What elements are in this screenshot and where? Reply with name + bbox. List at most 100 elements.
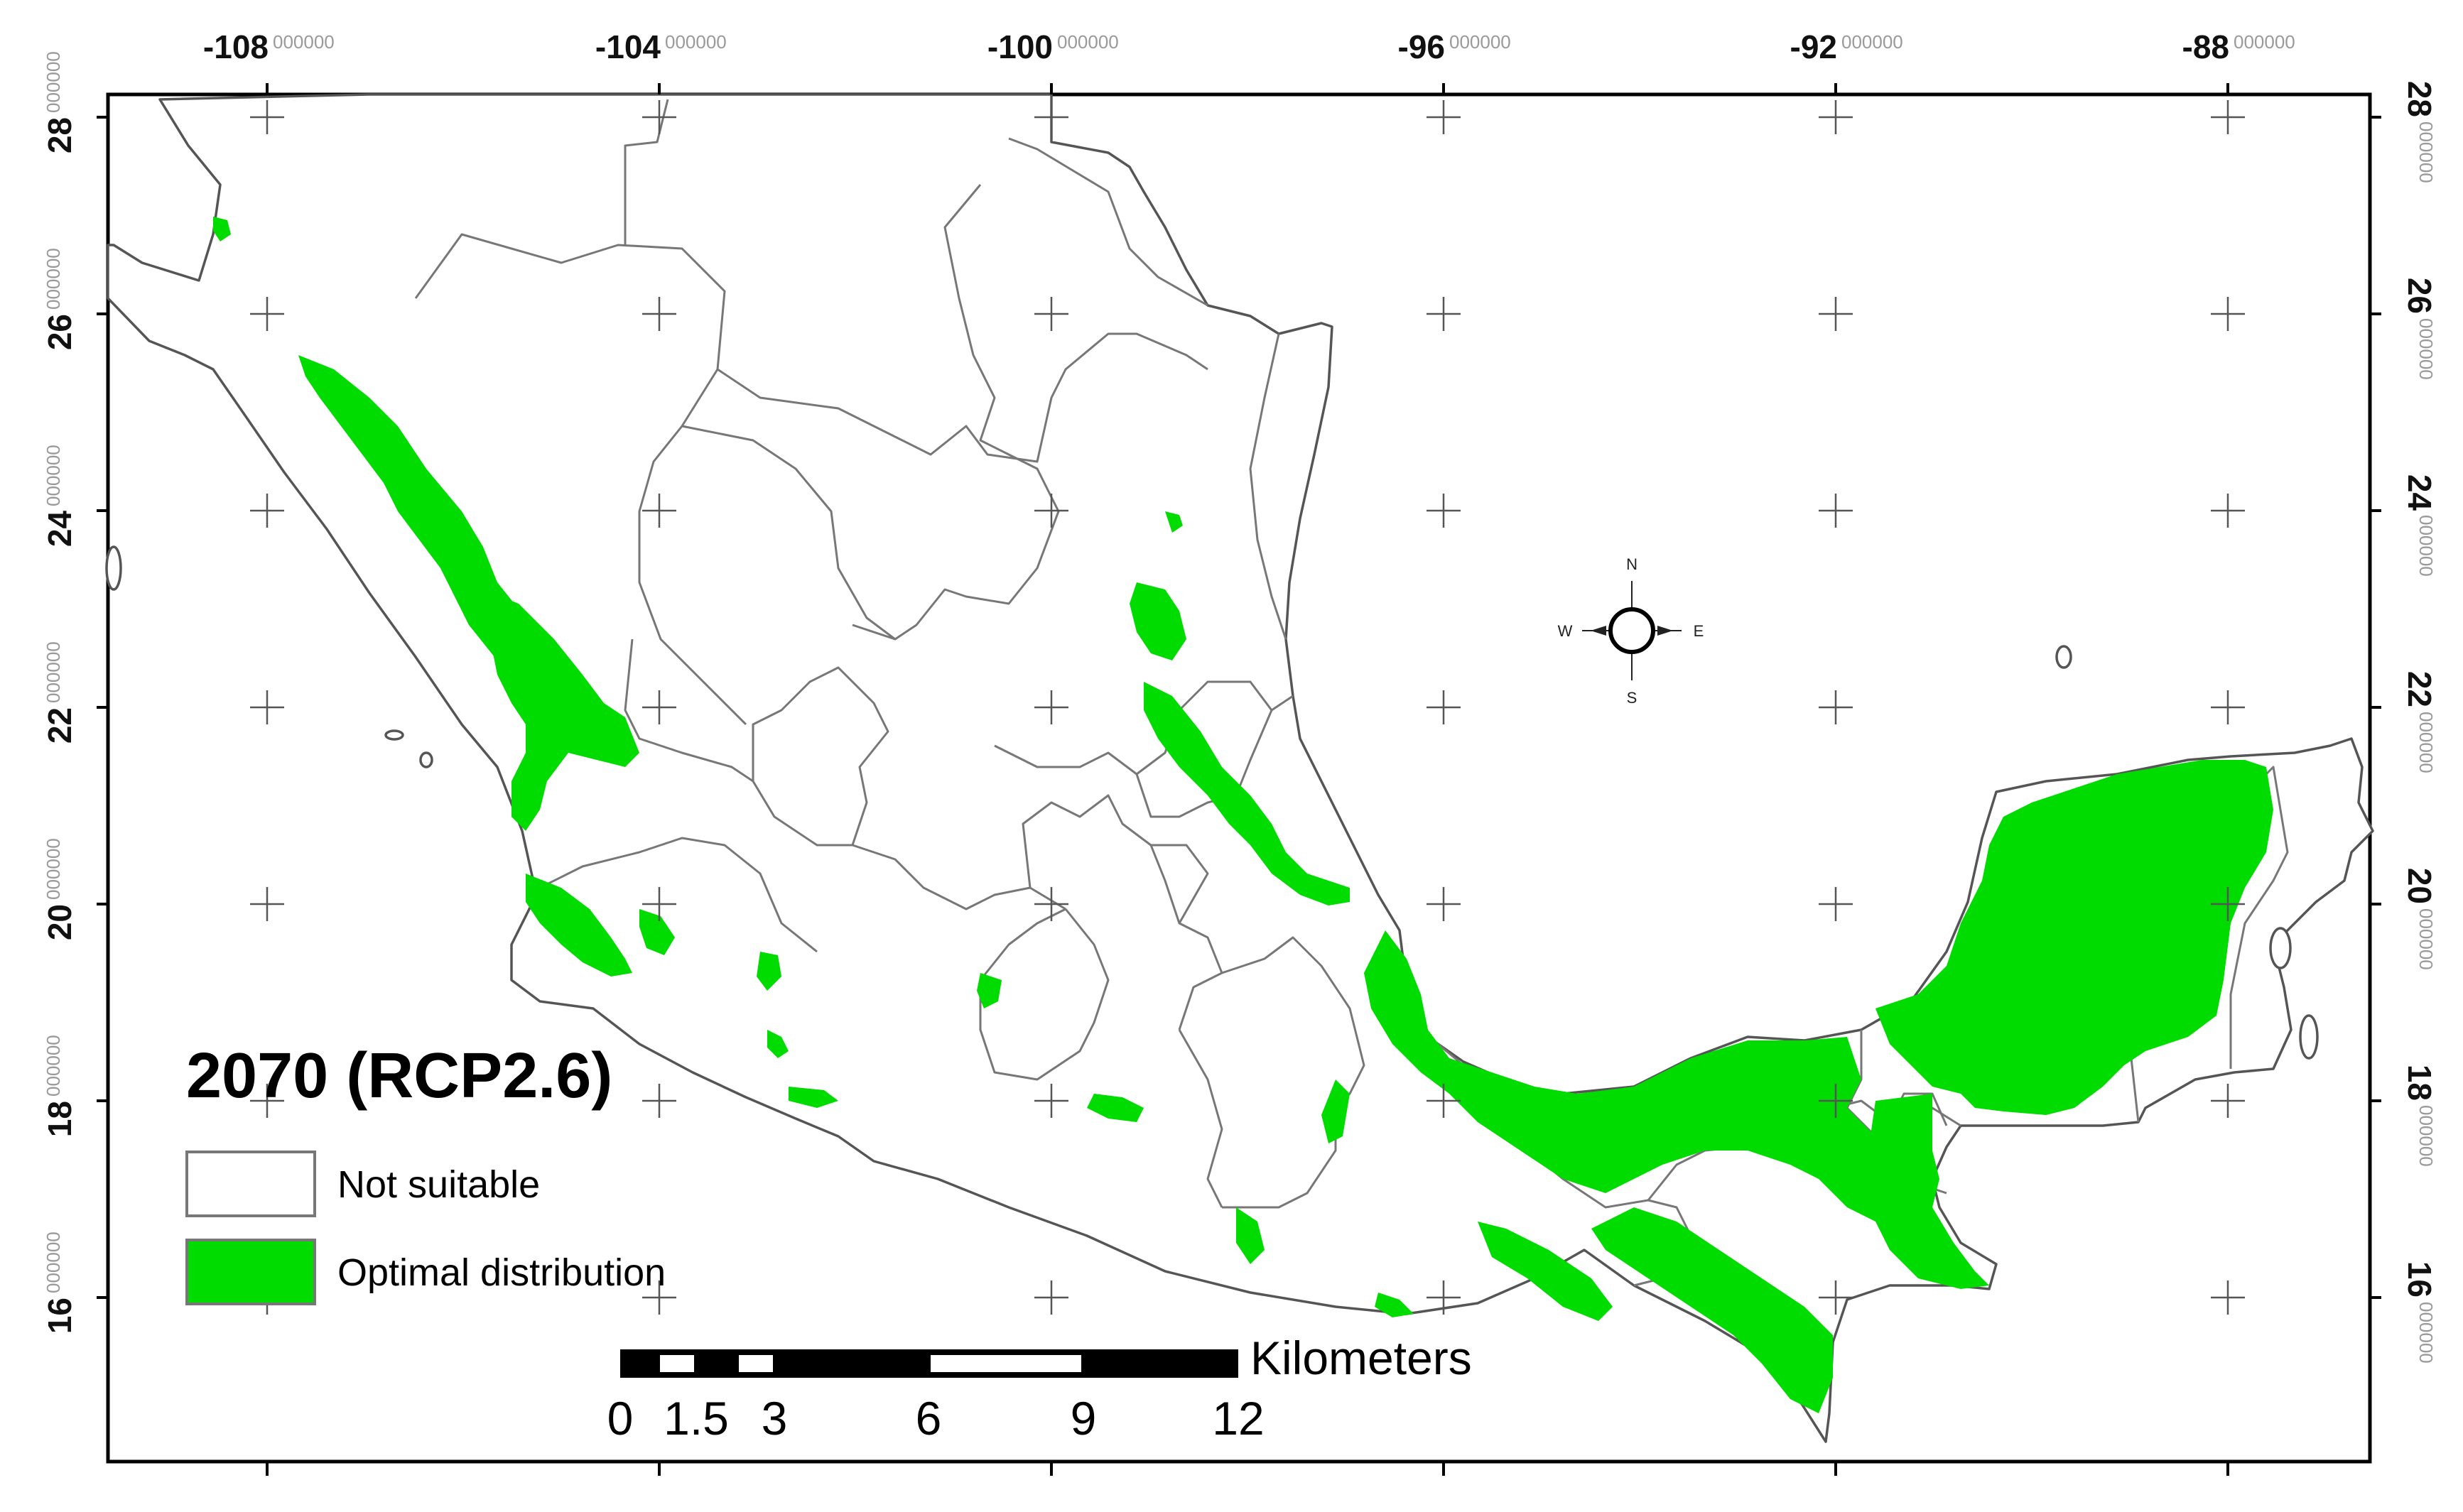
lat-label-right: 26 000000 (2401, 278, 2438, 380)
graticule-cross (1427, 887, 1461, 921)
graticule-cross (1819, 1280, 1853, 1315)
graticule-cross (250, 1084, 284, 1118)
graticule-cross (1427, 690, 1461, 724)
lon-label-decimals: 000000 (1449, 31, 1511, 53)
graticule-cross (642, 1084, 676, 1118)
graticule-cross (1819, 690, 1853, 724)
svg-text:000000: 000000 (2415, 121, 2437, 183)
svg-text:000000: 000000 (43, 445, 64, 506)
graticule-cross (1819, 1084, 1853, 1118)
svg-text:22: 22 (2401, 671, 2438, 707)
svg-text:000000: 000000 (2415, 318, 2437, 380)
svg-text:000000: 000000 (43, 1231, 64, 1293)
lon-label: -96 (1398, 28, 1445, 65)
compass-rose: N S E W (1558, 555, 1704, 707)
scale-label-1-5: 1.5 (664, 1392, 729, 1445)
scale-unit-label: Kilometers (1250, 1332, 1472, 1384)
lat-label-right: 24 000000 (2401, 474, 2438, 577)
lon-label: -88 (2182, 28, 2229, 65)
compass-circle (1608, 607, 1655, 654)
svg-text:000000: 000000 (2415, 515, 2437, 577)
svg-text:000000: 000000 (43, 641, 64, 703)
graticule-cross (1034, 887, 1068, 921)
svg-text:22: 22 (41, 707, 78, 744)
lat-label-right: 16 000000 (2401, 1261, 2438, 1364)
scale-label-3: 3 (762, 1392, 788, 1445)
graticule-cross (1034, 100, 1068, 134)
graticule-cross (2211, 297, 2245, 331)
lat-label-left: 20 000000 (41, 838, 78, 940)
lon-label: -108 (203, 28, 269, 65)
svg-text:20: 20 (41, 904, 78, 940)
graticule-cross (2211, 887, 2245, 921)
graticule-cross (2211, 494, 2245, 528)
compass-north-label: N (1626, 555, 1638, 573)
lat-label-left: 22 000000 (41, 641, 78, 744)
graticule-cross (642, 887, 676, 921)
svg-text:18: 18 (2401, 1065, 2438, 1101)
graticule-cross (1427, 100, 1461, 134)
svg-text:000000: 000000 (2415, 712, 2437, 773)
lat-label-right: 18 000000 (2401, 1065, 2438, 1167)
svg-text:16: 16 (2401, 1261, 2438, 1298)
graticule-cross (1427, 1084, 1461, 1118)
lon-label-decimals: 000000 (273, 31, 335, 53)
optimal-distribution-areas (213, 217, 2273, 1413)
svg-text:28: 28 (41, 117, 78, 153)
svg-text:000000: 000000 (43, 248, 64, 310)
legend-label-optimal: Optimal distribution (337, 1251, 666, 1294)
graticule-cross (2211, 690, 2245, 724)
svg-text:26: 26 (2401, 278, 2438, 314)
svg-text:000000: 000000 (43, 51, 64, 113)
lat-label-left: 18 000000 (41, 1035, 78, 1137)
legend-swatch-optimal (185, 1239, 316, 1305)
svg-text:000000: 000000 (2415, 1105, 2437, 1167)
lat-label-left: 28 000000 (41, 51, 78, 153)
graticule (250, 100, 2245, 1315)
lon-label-decimals: 000000 (1057, 31, 1119, 53)
svg-text:24: 24 (41, 511, 78, 548)
scale-bar: Kilometers 0 1.5 3 6 9 12 (607, 1332, 1472, 1445)
lon-label: -92 (1790, 28, 1837, 65)
svg-text:28: 28 (2401, 81, 2438, 117)
coordinate-axes: -108 000000 -104 000000 -100 000000 -96 000000-… (41, 28, 2438, 1476)
graticule-cross (1819, 297, 1853, 331)
graticule-cross (250, 690, 284, 724)
graticule-cross (1427, 494, 1461, 528)
scale-label-12: 12 (1212, 1392, 1264, 1445)
graticule-cross (1819, 100, 1853, 134)
svg-text:16: 16 (41, 1298, 78, 1334)
lat-label-left: 26 000000 (41, 248, 78, 350)
compass-south-label: S (1627, 689, 1638, 707)
lat-label-right: 20 000000 (2401, 868, 2438, 970)
svg-text:26: 26 (41, 314, 78, 350)
svg-text:000000: 000000 (43, 1035, 64, 1097)
svg-text:18: 18 (41, 1101, 78, 1137)
graticule-cross (1427, 1280, 1461, 1315)
compass-west-label: W (1558, 622, 1573, 640)
scale-label-6: 6 (916, 1392, 942, 1445)
scale-label-0: 0 (607, 1392, 634, 1445)
graticule-cross (250, 887, 284, 921)
svg-text:20: 20 (2401, 868, 2438, 904)
lon-label-decimals: 000000 (2234, 31, 2295, 53)
graticule-cross (1034, 690, 1068, 724)
graticule-cross (250, 297, 284, 331)
graticule-cross (1034, 1280, 1068, 1315)
legend-swatch-not-suitable (185, 1151, 316, 1217)
legend: 2070 (RCP2.6) Not suitable Optimal distr… (185, 1040, 666, 1305)
graticule-cross (2211, 1084, 2245, 1118)
lat-label-right: 28 000000 (2401, 81, 2438, 183)
graticule-cross (642, 1280, 676, 1315)
lat-label-right: 22 000000 (2401, 671, 2438, 773)
svg-text:000000: 000000 (2415, 1302, 2437, 1364)
graticule-cross (642, 297, 676, 331)
lon-label: -100 (987, 28, 1053, 65)
graticule-cross (642, 690, 676, 724)
graticule-cross (250, 100, 284, 134)
graticule-cross (2211, 100, 2245, 134)
map-title: 2070 (RCP2.6) (186, 1040, 612, 1111)
graticule-cross (2211, 1280, 2245, 1315)
graticule-cross (1819, 887, 1853, 921)
